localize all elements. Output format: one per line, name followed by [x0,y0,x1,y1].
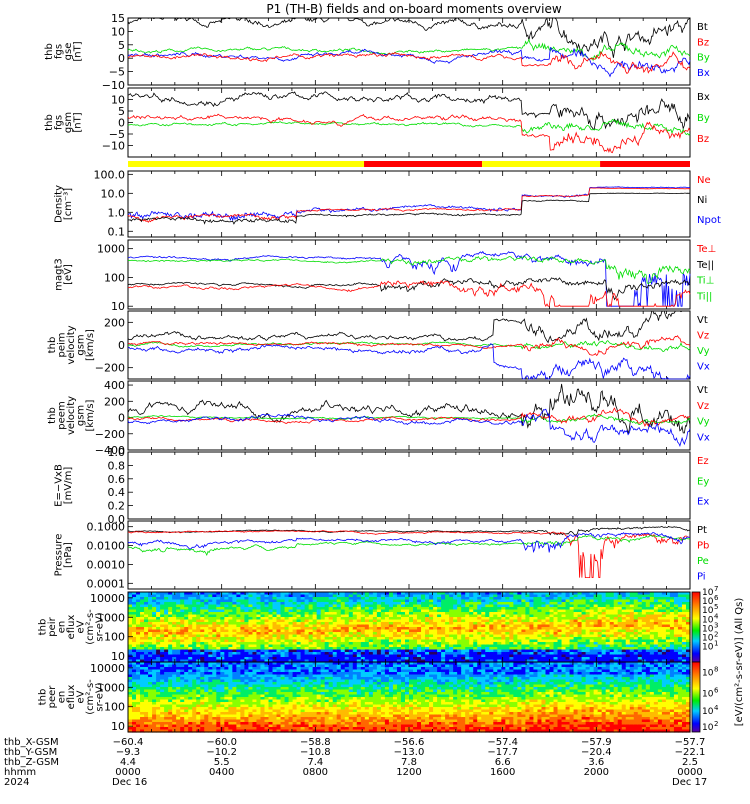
y-tick-label: −10 [102,140,125,153]
legend-label: Vx [697,362,710,373]
y-tick-label: 0.0100 [87,540,126,553]
efield-frame [128,452,690,519]
legend-label: Ey [697,476,709,487]
y-tick-label: 15 [111,12,125,25]
legend-label: Pt [697,525,707,536]
y-tick-label: 10 [111,300,125,313]
series-pe [128,535,690,555]
y-axis-label: [km/s] [85,329,96,361]
y-tick-label: 200 [104,395,125,408]
legend-label: Ex [697,497,709,508]
y-tick-label: 100 [104,631,125,644]
mode-bar-segment [600,161,690,167]
series-npot [128,187,690,220]
legend-label: Bz [697,134,709,145]
legend-label: Vy [697,346,710,357]
series-pi [128,533,690,553]
y-axis-label: [cm⁻³] [63,188,74,220]
fgs-gse-frame [128,18,690,85]
y-tick-label: 10 [111,25,125,38]
y-tick-label: 0.0001 [87,577,126,590]
legend-label: Vy [697,417,710,428]
legend-label: Bz [697,37,709,48]
series-bx [128,48,690,77]
y-tick-label: 1.0 [108,446,126,459]
series-vx [128,344,690,379]
legend-label: Vt [697,315,708,326]
chart-title: P1 (TH-B) fields and on-board moments ov… [266,2,562,16]
y-tick-label: −200 [95,362,125,375]
legend-label: Ni [697,195,707,206]
series-by [128,40,690,61]
y-axis-label: [eV] [63,264,74,285]
y-tick-label: 0.1000 [87,521,126,534]
y-axis-label: [nPa] [63,542,74,568]
y-axis-label: [nT] [72,112,83,132]
mode-bar-segment [364,161,482,167]
legend-label: Ez [697,456,709,467]
y-tick-label: 0.8 [108,459,126,472]
series-bt [128,18,690,58]
y-tick-label: 0.0010 [87,558,126,571]
y-axis-label: sr-eV) [95,612,106,641]
y-axis-label: [mV/m] [63,467,74,505]
legend-label: Vt [697,385,708,396]
legend-label: By [697,53,710,64]
density-frame [128,171,690,237]
series-pt [128,526,690,535]
series-bz [128,114,690,153]
legend-label: Bt [697,22,708,33]
series-vt [128,384,690,434]
y-tick-label: 0 [118,52,125,65]
legend-label: Te|| [696,260,714,271]
series-te-par [128,278,690,300]
y-tick-label: 200 [104,316,125,329]
legend-label: Ti⊥ [696,276,714,287]
y-tick-label: 0.6 [108,473,126,486]
legend-label: Pe [697,556,709,567]
y-tick-label: 100.0 [94,168,126,181]
y-tick-label: 1.0 [108,206,126,219]
y-tick-label: −200 [95,428,125,441]
peim-velocity-frame [128,311,690,379]
legend-label: Ne [697,175,711,186]
y-tick-label: 0.4 [108,486,126,499]
mode-bar-segment [128,161,364,167]
legend-label: Pb [697,541,709,552]
series-ni [128,193,690,224]
legend-label: Vx [697,432,710,443]
y-axis-label: [km/s] [85,399,96,431]
legend-label: Vz [697,331,709,342]
mode-bar-segment [482,161,600,167]
y-tick-label: 10.0 [101,187,126,200]
series-bz [128,52,690,73]
legend-label: Vz [697,401,709,412]
legend-label: Npot [697,215,721,226]
y-axis-label: [nT] [72,41,83,61]
legend-label: By [697,113,710,124]
legend-label: Bx [697,68,710,79]
y-tick-label: 0 [118,412,125,425]
y-tick-label: 10000 [90,592,125,605]
y-tick-label: 0 [118,339,125,352]
y-tick-label: −10 [102,79,125,92]
y-tick-label: 5 [118,39,125,52]
y-tick-label: 1000 [97,243,125,256]
legend-label: Pi [697,572,706,583]
legend-label: Ti|| [696,291,712,302]
y-tick-label: 400 [104,379,125,392]
y-tick-label: 0.2 [108,500,126,513]
legend-label: Bx [697,92,710,103]
series-vx [128,409,690,446]
legend-label: Te⊥ [696,244,716,255]
y-tick-label: −5 [109,66,125,79]
y-tick-label: 100 [104,271,125,284]
y-tick-label: 0.1 [108,225,126,238]
